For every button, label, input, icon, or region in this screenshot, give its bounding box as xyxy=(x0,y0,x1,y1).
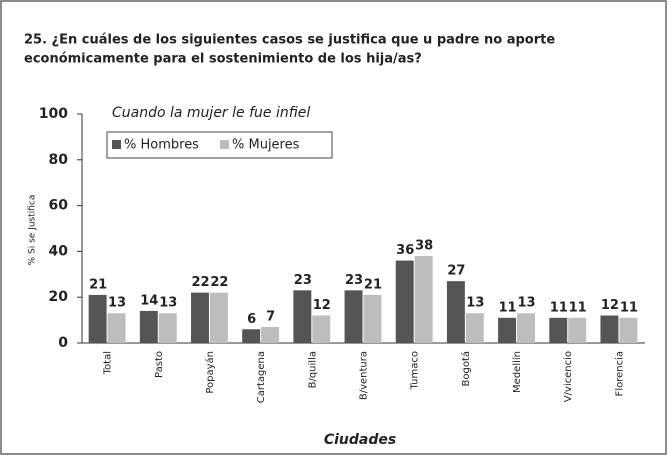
bar xyxy=(446,281,465,343)
bar xyxy=(344,290,363,343)
x-tick-label: Pasto xyxy=(154,351,165,378)
bar xyxy=(517,313,535,343)
data-label: 13 xyxy=(159,296,177,311)
bar xyxy=(619,317,638,343)
bar xyxy=(600,315,619,343)
data-label: 14 xyxy=(140,293,158,308)
y-tick-label: 40 xyxy=(49,243,69,259)
data-label: 23 xyxy=(345,273,363,288)
legend-swatch xyxy=(112,140,121,149)
data-label: 7 xyxy=(266,309,275,324)
bar xyxy=(498,317,517,343)
x-tick-label: V/vicencio xyxy=(563,351,574,402)
y-axis-label: % Si se Justifica xyxy=(28,195,38,266)
bar xyxy=(395,260,414,343)
x-tick-label: Medellín xyxy=(511,351,523,393)
bar xyxy=(139,310,158,343)
data-label: 21 xyxy=(89,277,107,292)
legend-label: % Hombres xyxy=(124,138,199,153)
data-label: 11 xyxy=(620,300,638,315)
subtitle: Cuando la mujer le fue infiel xyxy=(112,105,310,121)
legend-swatch xyxy=(220,140,229,149)
y-tick-label: 60 xyxy=(49,198,69,214)
data-label: 27 xyxy=(447,264,465,279)
data-label: 13 xyxy=(466,296,484,311)
bar xyxy=(568,317,587,343)
bar xyxy=(158,313,177,343)
chart-title: económicamente para el sostenimiento de … xyxy=(24,52,422,67)
bar xyxy=(414,255,433,343)
data-label: 22 xyxy=(191,275,209,290)
bar xyxy=(242,329,261,343)
bar xyxy=(191,292,209,343)
data-label: 12 xyxy=(313,298,331,313)
legend-label: % Mujeres xyxy=(232,138,300,153)
bar xyxy=(465,313,484,343)
x-tick-label: Cartagena xyxy=(256,351,267,403)
bar xyxy=(261,326,280,343)
y-tick-label: 0 xyxy=(58,335,68,351)
bar xyxy=(549,317,568,343)
data-label: 11 xyxy=(499,300,517,315)
data-label: 13 xyxy=(108,296,126,311)
data-label: 23 xyxy=(294,273,312,288)
y-tick-label: 100 xyxy=(39,106,68,122)
bar xyxy=(363,294,382,343)
bar xyxy=(107,313,126,343)
x-tick-label: Total xyxy=(103,351,114,375)
bar xyxy=(209,292,228,343)
x-tick-label: Popayán xyxy=(204,351,216,394)
x-tick-label: B/ventura xyxy=(359,351,370,400)
data-label: 21 xyxy=(364,277,382,292)
x-tick-label: B/quilla xyxy=(307,351,318,388)
x-axis-label: Ciudades xyxy=(324,432,396,448)
legend xyxy=(106,131,333,159)
data-label: 6 xyxy=(247,312,256,327)
data-label: 11 xyxy=(550,300,568,315)
data-label: 38 xyxy=(415,238,433,253)
chart-title: 25. ¿En cuáles de los siguientes casos s… xyxy=(24,33,555,48)
bar xyxy=(88,294,107,343)
data-label: 22 xyxy=(210,275,228,290)
data-label: 11 xyxy=(569,300,587,315)
y-tick-label: 80 xyxy=(49,152,69,168)
y-tick-label: 20 xyxy=(49,289,69,305)
x-tick-label: Florencia xyxy=(614,351,625,396)
x-tick-label: Tumaco xyxy=(410,351,421,390)
x-tick-label: Bogotá xyxy=(460,351,472,387)
data-label: 13 xyxy=(517,296,535,311)
bar xyxy=(312,315,331,343)
data-label: 36 xyxy=(396,243,414,258)
bar xyxy=(293,290,312,343)
data-label: 12 xyxy=(601,298,619,313)
